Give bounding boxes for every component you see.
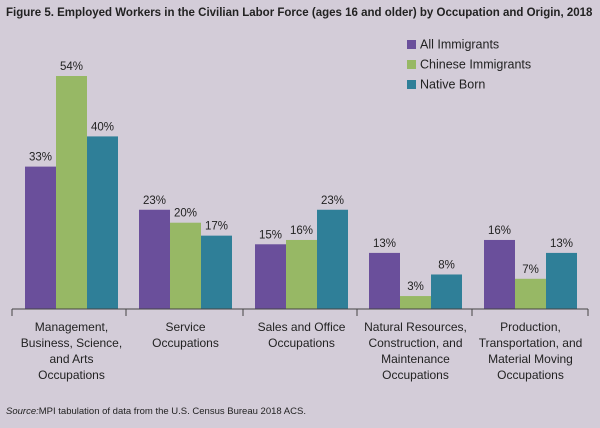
legend-swatch-native-born [407, 80, 416, 89]
category-label-5-line-1: Production, [500, 320, 561, 334]
category-label-1-line-4: Occupations [38, 368, 105, 382]
bar-all-immigrants-1 [25, 166, 56, 309]
value-label-chinese-immigrants-3: 16% [290, 225, 313, 237]
bar-native-born-4 [431, 274, 462, 309]
category-label-4-line-1: Natural Resources, [364, 320, 467, 334]
bar-native-born-5 [546, 252, 577, 309]
value-label-all-immigrants-3: 15% [259, 229, 282, 241]
value-label-all-immigrants-1: 33% [29, 152, 52, 164]
category-label-1-line-2: Business, Science, [21, 336, 122, 350]
value-label-native-born-3: 23% [321, 195, 344, 207]
bar-all-immigrants-4 [369, 252, 400, 309]
category-label-1-line-1: Management, [35, 320, 108, 334]
value-label-chinese-immigrants-4: 3% [407, 281, 424, 293]
category-label-2-line-1: Service [165, 320, 205, 334]
bar-all-immigrants-5 [484, 239, 515, 309]
category-label-2-line-2: Occupations [152, 336, 219, 350]
category-label-4: Natural Resources, Construction, and Maint… [364, 320, 467, 382]
legend-label-all-immigrants: All Immigrants [420, 38, 499, 52]
value-label-all-immigrants-4: 13% [373, 238, 396, 250]
legend-label-chinese-immigrants: Chinese Immigrants [420, 58, 531, 72]
value-label-native-born-1: 40% [91, 121, 114, 133]
value-label-chinese-immigrants-5: 7% [522, 264, 539, 276]
category-label-4-line-3: Maintenance [381, 352, 450, 366]
value-label-chinese-immigrants-2: 20% [174, 208, 197, 220]
category-label-3-line-2: Occupations [268, 336, 335, 350]
value-label-all-immigrants-5: 16% [488, 225, 511, 237]
value-label-native-born-5: 13% [550, 238, 573, 250]
category-label-5: Production, Transportation, and Material M… [479, 320, 583, 382]
source-note: Source:MPI tabulation of data from the U… [6, 406, 306, 417]
x-ticks-group [11, 309, 589, 316]
category-label-4-line-2: Construction, and [368, 336, 462, 350]
value-label-native-born-4: 8% [438, 259, 455, 271]
bar-chinese-immigrants-1 [56, 76, 87, 309]
value-label-all-immigrants-2: 23% [143, 195, 166, 207]
category-labels-group: Management, Business, Science, and Arts Occ… [21, 320, 583, 382]
value-label-chinese-immigrants-1: 54% [60, 61, 83, 73]
chart-title: Figure 5. Employed Workers in the Civili… [6, 7, 593, 19]
value-labels-group: 33% 54% 40% 23% 20% 17% 15% 16% 23% 13% 3% 8% 16% 7% 1… [29, 61, 573, 293]
category-label-5-line-2: Transportation, and [479, 336, 583, 350]
bar-native-born-2 [201, 235, 232, 309]
bars-group [25, 76, 577, 309]
bar-native-born-3 [317, 209, 348, 309]
category-label-5-line-4: Occupations [497, 368, 564, 382]
category-label-2: Service Occupations [152, 320, 219, 350]
category-label-3: Sales and Office Occupations [258, 320, 346, 350]
bar-chinese-immigrants-4 [400, 296, 431, 309]
legend-swatch-all-immigrants [407, 40, 416, 49]
category-label-1: Management, Business, Science, and Arts Occ… [21, 320, 122, 382]
category-label-3-line-1: Sales and Office [258, 320, 346, 334]
bar-chinese-immigrants-5 [515, 278, 546, 309]
source-label: Source: [6, 406, 39, 417]
category-label-5-line-3: Material Moving [488, 352, 573, 366]
legend-label-native-born: Native Born [420, 78, 485, 92]
bar-native-born-1 [87, 136, 118, 309]
legend: All Immigrants Chinese Immigrants Native B… [407, 38, 531, 92]
source-text: MPI tabulation of data from the U.S. Cen… [39, 406, 306, 417]
legend-swatch-chinese-immigrants [407, 60, 416, 69]
bar-chinese-immigrants-2 [170, 222, 201, 309]
category-label-4-line-4: Occupations [382, 368, 449, 382]
bar-all-immigrants-3 [255, 244, 286, 309]
bar-all-immigrants-2 [139, 209, 170, 309]
bar-chinese-immigrants-3 [286, 239, 317, 309]
value-label-native-born-2: 17% [205, 221, 228, 233]
category-label-1-line-3: and Arts [49, 352, 93, 366]
